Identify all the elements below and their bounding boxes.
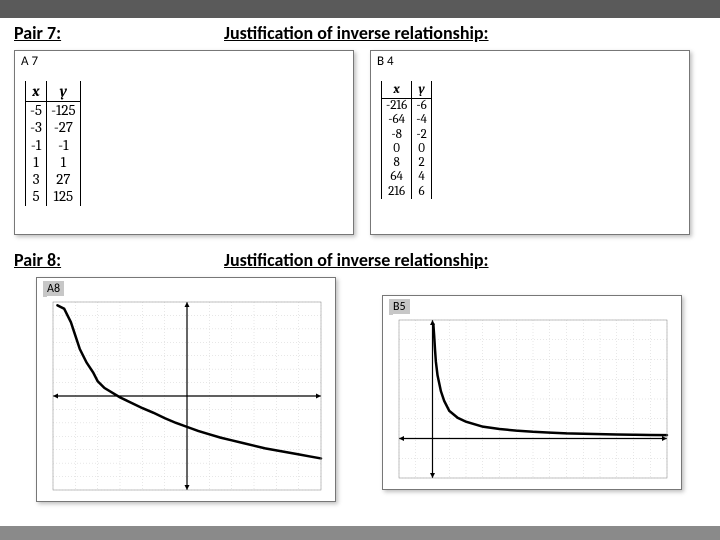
table-a7: x y -5-125 -3-27 -1-1 11 327 5125 [25, 81, 81, 206]
table-row: -3-27 [26, 119, 81, 136]
pair7-content: A 7 x y -5-125 -3-27 -1-1 11 327 5125 B … [0, 46, 720, 243]
card-a8: A8 [36, 277, 336, 502]
table-row: 00 [382, 142, 432, 156]
table-row: 327 [26, 171, 81, 188]
b4-header-y: y [412, 81, 432, 99]
chart-a8 [47, 296, 325, 493]
card-b5: B5 [382, 295, 682, 490]
card-a7: A 7 x y -5-125 -3-27 -1-1 11 327 5125 [14, 50, 354, 235]
chart-b5 [393, 314, 671, 481]
pair7-justification: Justification of inverse relationship: [224, 22, 489, 44]
table-row: 5125 [26, 188, 81, 205]
pair7-header: Pair 7: Justification of inverse relatio… [0, 18, 720, 46]
pair8-label: Pair 8: [14, 249, 224, 271]
table-row: 644 [382, 170, 432, 184]
table-b4: x y -216-6 -64-4 -8-2 00 82 644 2166 [381, 81, 432, 199]
card-b5-label: B5 [389, 299, 410, 315]
pair8-justification: Justification of inverse relationship: [224, 249, 489, 271]
table-row: 11 [26, 154, 81, 171]
slide: Pair 7: Justification of inverse relatio… [0, 0, 720, 540]
a7-header-x: x [26, 81, 47, 102]
card-b4-label: B 4 [377, 54, 394, 69]
table-row: -8-2 [382, 128, 432, 142]
a7-header-y: y [47, 81, 81, 102]
chart-b5-svg [393, 314, 673, 484]
table-row: -1-1 [26, 137, 81, 154]
table-row: 82 [382, 156, 432, 170]
table-row: 2166 [382, 185, 432, 199]
table-row: -5-125 [26, 102, 81, 120]
pair8-content: A8 B5 [0, 273, 720, 510]
pair7-label: Pair 7: [14, 22, 224, 44]
table-row: -64-4 [382, 113, 432, 127]
table-row: -216-6 [382, 99, 432, 114]
card-b4: B 4 x y -216-6 -64-4 -8-2 00 82 644 2166 [370, 50, 690, 235]
card-a7-label: A 7 [21, 54, 38, 69]
card-a8-label: A8 [43, 281, 64, 297]
pair8-header: Pair 8: Justification of inverse relatio… [0, 245, 720, 273]
chart-a8-svg [47, 296, 327, 496]
b4-header-x: x [382, 81, 412, 99]
